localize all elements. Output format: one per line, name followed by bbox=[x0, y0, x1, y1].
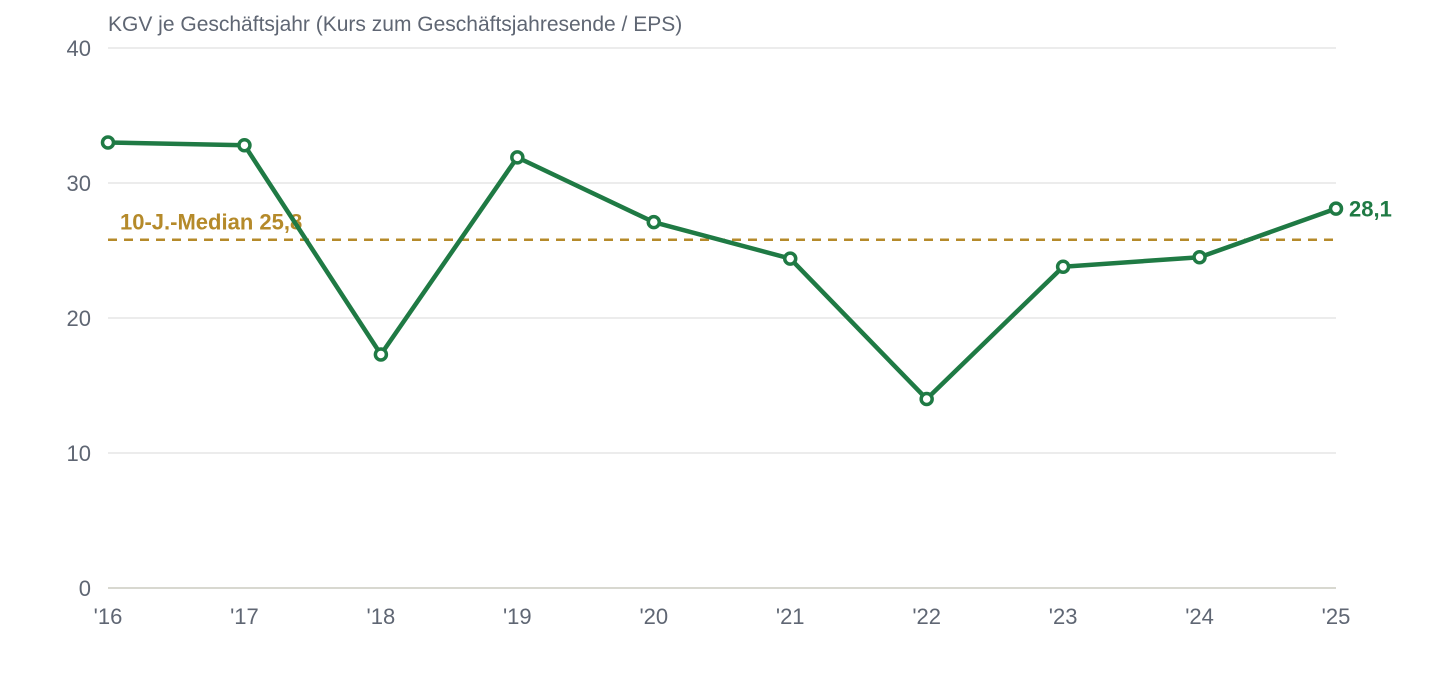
x-axis-ticks: '16 '17 '18 '19 '20 '21 '22 '23 '24 '25 bbox=[94, 604, 1351, 629]
y-tick-label: 30 bbox=[67, 171, 91, 196]
data-point bbox=[100, 135, 116, 150]
data-point bbox=[373, 347, 389, 362]
median-reference: 10-J.-Median 25,8 bbox=[108, 210, 1338, 241]
data-point bbox=[919, 391, 934, 407]
x-tick-label: '20 bbox=[639, 604, 668, 629]
series-line bbox=[105, 140, 1339, 402]
data-point bbox=[1328, 201, 1344, 216]
x-tick-label: '19 bbox=[503, 604, 532, 629]
x-tick-label: '17 bbox=[230, 604, 259, 629]
x-tick-label: '24 bbox=[1185, 604, 1214, 629]
x-tick-label: '23 bbox=[1049, 604, 1078, 629]
grid-lines bbox=[108, 47, 1336, 589]
y-tick-label: 40 bbox=[67, 36, 91, 61]
x-tick-label: '16 bbox=[94, 604, 123, 629]
x-tick-label: '22 bbox=[912, 604, 941, 629]
y-axis-ticks: 0 10 20 30 40 bbox=[67, 36, 91, 601]
last-value-label: 28,1 bbox=[1349, 197, 1392, 222]
series-group: 28,1 bbox=[100, 135, 1392, 407]
y-tick-label: 0 bbox=[79, 576, 91, 601]
x-tick-label: '25 bbox=[1322, 604, 1351, 629]
data-point bbox=[1055, 259, 1071, 274]
chart-title: KGV je Geschäftsjahr (Kurs zum Geschäfts… bbox=[108, 13, 682, 36]
data-point bbox=[237, 137, 252, 153]
data-point bbox=[782, 251, 798, 266]
y-tick-label: 10 bbox=[67, 441, 91, 466]
median-label: 10-J.-Median 25,8 bbox=[120, 210, 302, 235]
data-point bbox=[646, 214, 662, 230]
data-point bbox=[510, 150, 525, 165]
y-tick-label: 20 bbox=[67, 306, 91, 331]
x-tick-label: '18 bbox=[367, 604, 396, 629]
data-point bbox=[1192, 250, 1207, 265]
x-tick-label: '21 bbox=[776, 604, 805, 629]
